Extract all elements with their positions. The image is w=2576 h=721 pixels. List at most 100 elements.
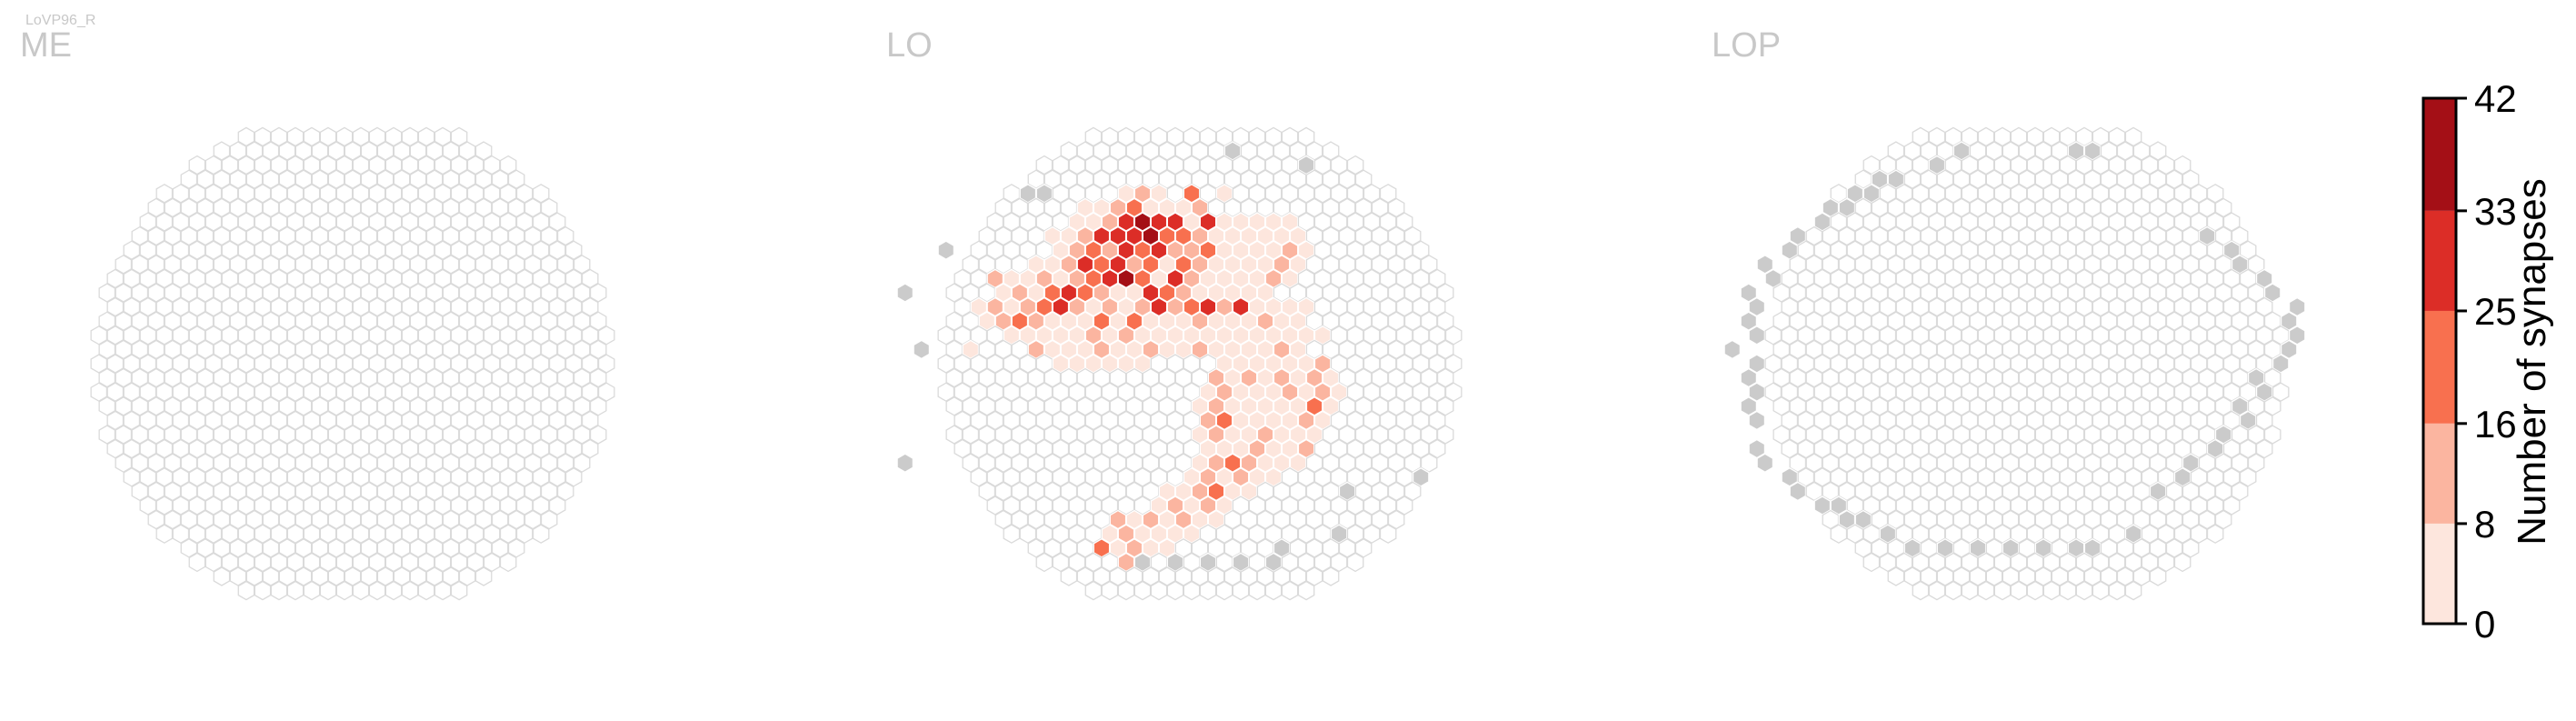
empty-hex: [2116, 367, 2134, 388]
empty-hex: [147, 481, 165, 502]
empty-hex: [1043, 425, 1062, 445]
synapse-hex: [1060, 311, 1078, 331]
empty-hex: [442, 453, 460, 473]
empty-hex: [2092, 325, 2110, 345]
empty-hex: [1993, 268, 2012, 289]
empty-hex: [335, 580, 354, 601]
empty-hex: [335, 155, 354, 175]
synapse-hex: [1101, 524, 1119, 544]
empty-hex: [286, 382, 305, 402]
empty-hex: [344, 509, 362, 530]
empty-hex: [1174, 425, 1193, 445]
empty-hex: [2157, 467, 2175, 487]
empty-hex: [409, 225, 427, 246]
empty-hex: [1232, 524, 1250, 544]
empty-hex: [2149, 396, 2167, 416]
empty-hex: [180, 225, 198, 246]
empty-hex: [303, 552, 321, 573]
empty-hex: [507, 481, 525, 502]
empty-hex: [994, 396, 1013, 416]
empty-hex: [1797, 296, 1815, 317]
empty-hex: [1387, 396, 1405, 416]
empty-hex: [278, 453, 296, 473]
empty-hex: [466, 524, 484, 544]
synapse-hex: [1035, 296, 1053, 317]
empty-hex: [213, 141, 231, 161]
empty-hex: [213, 367, 231, 388]
empty-hex: [2198, 453, 2216, 473]
empty-hex: [2157, 410, 2175, 431]
empty-hex: [2034, 141, 2052, 161]
empty-hex: [213, 538, 231, 558]
empty-hex: [515, 524, 534, 544]
empty-hex: [335, 410, 354, 431]
empty-hex: [1936, 311, 1954, 331]
empty-hex: [352, 354, 370, 374]
empty-hex: [376, 283, 394, 303]
empty-hex: [335, 552, 354, 573]
empty-hex: [425, 538, 444, 558]
empty-hex: [180, 481, 198, 502]
empty-hex: [1961, 325, 1979, 345]
empty-hex: [1084, 467, 1103, 487]
empty-hex: [2059, 325, 2077, 345]
synapse-hex: [1207, 396, 1225, 416]
synapse-hex: [1273, 425, 1291, 445]
empty-hex: [2092, 268, 2110, 289]
empty-hex: [1330, 184, 1348, 204]
empty-hex: [270, 212, 288, 232]
empty-hex: [425, 169, 444, 189]
synapse-hex: [1248, 382, 1266, 402]
empty-hex: [172, 524, 190, 544]
empty-hex: [994, 453, 1013, 473]
empty-hex: [1985, 255, 2003, 275]
empty-hex: [303, 268, 321, 289]
empty-hex: [164, 255, 182, 275]
empty-hex: [2051, 367, 2069, 388]
empty-hex: [1977, 354, 1995, 374]
empty-hex: [466, 467, 484, 487]
empty-hex: [2018, 566, 2036, 586]
empty-hex: [1420, 425, 1438, 445]
empty-hex: [2182, 255, 2200, 275]
synapse-hex: [1035, 268, 1053, 289]
empty-hex: [1444, 382, 1463, 402]
synapse-hex: [1174, 481, 1193, 502]
empty-hex: [409, 566, 427, 586]
empty-hex: [205, 467, 223, 487]
empty-hex: [98, 339, 116, 360]
empty-hex: [2206, 354, 2224, 374]
empty-hex: [1903, 311, 1922, 331]
empty-hex: [466, 240, 484, 260]
synapse-hex: [1166, 496, 1184, 516]
empty-hex: [2002, 396, 2020, 416]
empty-hex: [425, 197, 444, 218]
empty-hex: [1813, 325, 1832, 345]
empty-hex: [2042, 325, 2061, 345]
empty-hex: [1322, 509, 1340, 530]
empty-hex: [344, 396, 362, 416]
region-label-lop: LOP: [1712, 26, 1781, 65]
empty-hex: [1395, 325, 1413, 345]
empty-hex: [1232, 580, 1250, 601]
missing-column-hex: [2231, 255, 2249, 275]
empty-hex: [1183, 552, 1201, 573]
empty-hex: [532, 524, 550, 544]
empty-hex: [164, 481, 182, 502]
empty-hex: [2222, 438, 2241, 459]
empty-hex: [1043, 197, 1062, 218]
empty-hex: [507, 283, 525, 303]
empty-hex: [2083, 425, 2102, 445]
synapse-hex: [1215, 382, 1233, 402]
empty-hex: [409, 481, 427, 502]
empty-hex: [1944, 325, 1962, 345]
synapse-hex: [1084, 296, 1103, 317]
empty-hex: [2026, 325, 2044, 345]
empty-hex: [2108, 240, 2126, 260]
empty-hex: [1035, 354, 1053, 374]
empty-hex: [188, 410, 206, 431]
synapse-hex: [1232, 212, 1250, 232]
empty-hex: [295, 396, 313, 416]
empty-hex: [1936, 169, 1954, 189]
empty-hex: [970, 438, 988, 459]
